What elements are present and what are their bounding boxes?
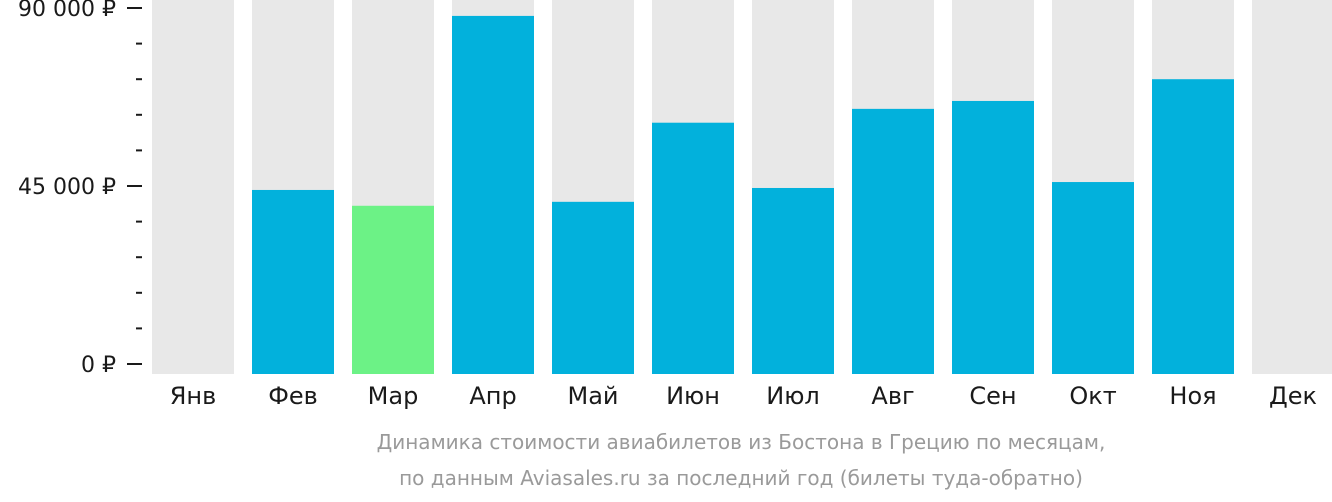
x-tick-label: Ноя (1169, 382, 1216, 410)
bar-background-column (1252, 0, 1332, 374)
bar (652, 122, 734, 374)
x-tick-label: Янв (170, 382, 217, 410)
x-tick-label: Апр (469, 382, 516, 410)
bar (852, 108, 934, 374)
x-tick-label: Июн (666, 382, 720, 410)
bar (1052, 182, 1134, 374)
x-tick-label: Мар (368, 382, 419, 410)
x-tick-label: Авг (871, 382, 914, 410)
x-tick-label: Окт (1069, 382, 1116, 410)
bar (952, 100, 1034, 374)
bar (452, 15, 534, 375)
price-chart: Янв Фев Мар Апр Май Июн Июл Авг Сен Окт Ноя Дек 0 ₽ 4… (18, 0, 1332, 410)
bar (352, 205, 434, 374)
bar-background-column (152, 0, 234, 374)
chart-caption-line-1: Динамика стоимости авиабилетов из Бостон… (376, 430, 1106, 454)
y-tick-label: 90 000 ₽ (18, 0, 116, 22)
bar (252, 189, 334, 374)
bar (1152, 79, 1234, 374)
x-tick-label: Дек (1269, 382, 1317, 410)
x-tick-label: Май (567, 382, 618, 410)
x-tick-label: Июл (766, 382, 820, 410)
bar (552, 201, 634, 374)
y-tick-label: 0 ₽ (81, 353, 116, 378)
y-tick-label: 45 000 ₽ (18, 175, 116, 200)
bar (752, 187, 834, 374)
chart-caption-line-2: по данным Aviasales.ru за последний год … (399, 466, 1083, 490)
x-tick-label: Фев (268, 382, 318, 410)
x-tick-label: Сен (969, 382, 1016, 410)
